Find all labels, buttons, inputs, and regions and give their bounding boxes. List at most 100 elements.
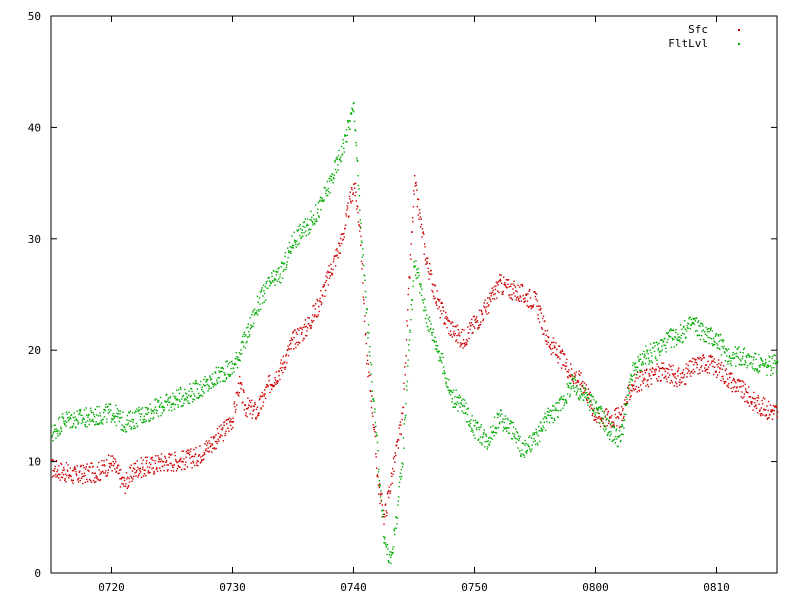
- data-point: [662, 367, 664, 369]
- data-point: [233, 371, 235, 373]
- data-point: [344, 134, 347, 137]
- data-point: [299, 223, 301, 226]
- data-point: [184, 388, 186, 391]
- data-point: [711, 356, 714, 358]
- data-point: [460, 344, 462, 346]
- data-point: [772, 404, 775, 407]
- data-point: [63, 469, 65, 471]
- data-point: [558, 345, 561, 347]
- data-point: [462, 398, 464, 400]
- data-point: [528, 436, 530, 439]
- data-point: [661, 374, 663, 376]
- data-point: [619, 413, 621, 415]
- data-point: [234, 358, 237, 360]
- data-point: [556, 409, 558, 412]
- data-point: [761, 364, 763, 366]
- data-point: [538, 440, 541, 443]
- data-point: [243, 391, 245, 393]
- data-point: [147, 411, 150, 414]
- data-point: [427, 267, 429, 269]
- data-point: [242, 390, 245, 392]
- data-point: [438, 360, 440, 362]
- data-point: [422, 232, 424, 234]
- data-point: [108, 411, 111, 413]
- data-point: [341, 154, 343, 156]
- data-point: [355, 142, 357, 144]
- data-point: [262, 295, 264, 297]
- data-point: [203, 458, 205, 460]
- data-point: [155, 468, 157, 471]
- data-point: [251, 417, 253, 419]
- data-point: [120, 417, 122, 419]
- data-point: [165, 459, 168, 462]
- data-point: [719, 368, 721, 370]
- data-point: [739, 358, 741, 361]
- data-point: [140, 457, 142, 459]
- data-point: [490, 300, 492, 303]
- data-point: [202, 459, 204, 461]
- data-point: [523, 456, 526, 458]
- data-point: [549, 343, 552, 346]
- data-point: [304, 326, 306, 328]
- data-point: [439, 317, 441, 319]
- data-point: [632, 384, 634, 386]
- data-point: [178, 459, 181, 461]
- data-point: [550, 348, 552, 350]
- data-point: [314, 308, 316, 310]
- data-point: [300, 327, 302, 329]
- data-point: [337, 154, 340, 157]
- data-point: [231, 421, 233, 423]
- data-point: [151, 468, 153, 470]
- data-point: [125, 472, 128, 474]
- data-point: [331, 173, 334, 176]
- data-point: [393, 528, 395, 531]
- data-point: [670, 328, 672, 330]
- data-point: [325, 195, 328, 197]
- data-point: [89, 478, 91, 481]
- data-point: [305, 234, 307, 237]
- data-point: [484, 309, 487, 311]
- data-point: [592, 410, 595, 413]
- data-point: [686, 372, 689, 374]
- data-point: [474, 437, 476, 439]
- data-point: [146, 413, 148, 415]
- data-point: [640, 358, 642, 360]
- data-point: [524, 444, 526, 446]
- data-point: [509, 285, 512, 287]
- data-point: [705, 369, 707, 371]
- data-point: [404, 362, 407, 364]
- data-point: [179, 466, 181, 468]
- data-point: [579, 395, 581, 397]
- data-point: [589, 391, 591, 394]
- data-point: [328, 190, 330, 193]
- data-point: [503, 283, 505, 285]
- data-point: [438, 350, 440, 353]
- data-point: [538, 321, 541, 323]
- data-point: [675, 344, 678, 346]
- data-point: [149, 403, 151, 405]
- data-point: [330, 268, 332, 270]
- data-point: [700, 359, 702, 361]
- data-point: [199, 384, 201, 386]
- data-point: [503, 428, 506, 430]
- data-point: [610, 431, 612, 433]
- data-point: [689, 327, 692, 330]
- data-point: [649, 349, 651, 351]
- data-point: [621, 406, 623, 408]
- data-point: [776, 415, 778, 418]
- data-point: [592, 409, 595, 411]
- data-point: [145, 420, 147, 422]
- data-point: [705, 364, 708, 366]
- data-point: [608, 431, 610, 433]
- data-point: [73, 469, 75, 472]
- data-point: [649, 361, 651, 363]
- data-point: [144, 456, 147, 459]
- data-point: [634, 366, 636, 368]
- data-point: [441, 302, 444, 304]
- data-point: [531, 444, 533, 446]
- data-point: [383, 542, 385, 544]
- data-point: [245, 408, 248, 410]
- data-point: [436, 304, 438, 306]
- data-point: [654, 356, 657, 358]
- data-point: [311, 220, 313, 223]
